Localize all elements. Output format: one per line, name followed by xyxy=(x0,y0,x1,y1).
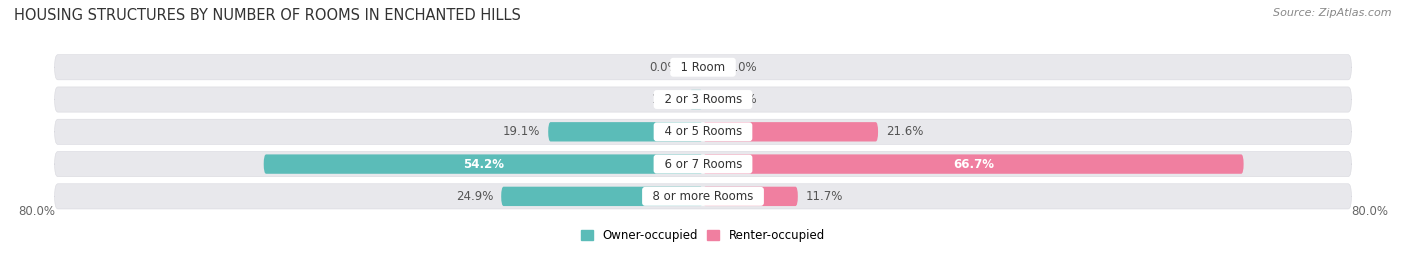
Text: 2 or 3 Rooms: 2 or 3 Rooms xyxy=(657,93,749,106)
Legend: Owner-occupied, Renter-occupied: Owner-occupied, Renter-occupied xyxy=(576,224,830,247)
Text: 0.0%: 0.0% xyxy=(650,61,679,74)
Text: 54.2%: 54.2% xyxy=(463,158,503,171)
FancyBboxPatch shape xyxy=(501,187,703,206)
FancyBboxPatch shape xyxy=(264,154,703,174)
Text: 0.0%: 0.0% xyxy=(727,61,756,74)
FancyBboxPatch shape xyxy=(55,151,1351,177)
Text: 66.7%: 66.7% xyxy=(953,158,994,171)
FancyBboxPatch shape xyxy=(703,122,879,141)
FancyBboxPatch shape xyxy=(55,119,1351,144)
Text: Source: ZipAtlas.com: Source: ZipAtlas.com xyxy=(1274,8,1392,18)
FancyBboxPatch shape xyxy=(55,87,1351,112)
Text: 8 or more Rooms: 8 or more Rooms xyxy=(645,190,761,203)
Text: 4 or 5 Rooms: 4 or 5 Rooms xyxy=(657,125,749,138)
Text: 80.0%: 80.0% xyxy=(18,205,55,218)
Text: 0.0%: 0.0% xyxy=(727,93,756,106)
Text: 19.1%: 19.1% xyxy=(503,125,540,138)
Text: 1 Room: 1 Room xyxy=(673,61,733,74)
Text: HOUSING STRUCTURES BY NUMBER OF ROOMS IN ENCHANTED HILLS: HOUSING STRUCTURES BY NUMBER OF ROOMS IN… xyxy=(14,8,522,23)
FancyBboxPatch shape xyxy=(55,55,1351,80)
Text: 80.0%: 80.0% xyxy=(1351,205,1388,218)
FancyBboxPatch shape xyxy=(548,122,703,141)
Text: 1.7%: 1.7% xyxy=(651,93,681,106)
FancyBboxPatch shape xyxy=(55,184,1351,209)
Text: 24.9%: 24.9% xyxy=(456,190,494,203)
Text: 11.7%: 11.7% xyxy=(806,190,844,203)
FancyBboxPatch shape xyxy=(689,90,703,109)
Text: 21.6%: 21.6% xyxy=(886,125,924,138)
Text: 6 or 7 Rooms: 6 or 7 Rooms xyxy=(657,158,749,171)
FancyBboxPatch shape xyxy=(703,154,1244,174)
FancyBboxPatch shape xyxy=(703,187,797,206)
